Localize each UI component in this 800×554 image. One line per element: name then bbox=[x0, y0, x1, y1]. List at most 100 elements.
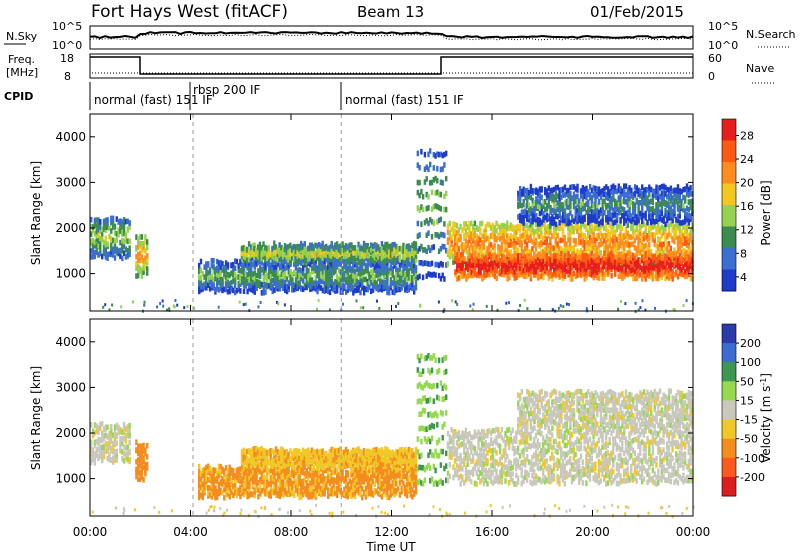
echo-cell bbox=[509, 242, 513, 248]
echo-cell bbox=[522, 236, 525, 242]
echo-cell bbox=[255, 285, 258, 292]
echo-cell bbox=[498, 224, 502, 231]
echo-cell bbox=[253, 289, 256, 295]
echo-cell bbox=[350, 242, 353, 248]
echo-cell bbox=[393, 246, 396, 253]
echo-cell bbox=[110, 248, 113, 255]
echo-cell bbox=[121, 219, 124, 225]
colorbar-segment bbox=[722, 269, 736, 292]
echo-cell bbox=[563, 240, 566, 247]
echo-cell bbox=[384, 281, 387, 287]
echo-cell bbox=[540, 186, 543, 192]
echo-cell bbox=[543, 239, 547, 245]
echo-cell bbox=[346, 273, 350, 280]
echo-cell bbox=[464, 238, 468, 244]
freq-label: Freq. bbox=[8, 53, 35, 66]
echo-cell bbox=[446, 223, 450, 230]
colorbar-tick-label: 28 bbox=[740, 129, 754, 142]
echo-cell bbox=[111, 303, 114, 307]
echo-cell bbox=[473, 220, 477, 227]
echo-cell bbox=[379, 277, 382, 283]
echo-cell bbox=[534, 228, 538, 235]
echo-cell bbox=[300, 268, 303, 274]
echo-cell bbox=[386, 285, 389, 291]
echo-cell bbox=[216, 265, 219, 272]
echo-cell bbox=[439, 231, 443, 238]
echo-cell bbox=[393, 255, 396, 262]
echo-cell bbox=[336, 287, 339, 294]
echo-cell bbox=[276, 274, 280, 280]
echo-cell bbox=[558, 237, 561, 244]
echo-cell bbox=[144, 258, 147, 265]
echo-cell bbox=[312, 284, 316, 291]
echo-cell bbox=[531, 224, 534, 231]
echo-cell bbox=[549, 243, 552, 250]
echo-cell bbox=[224, 278, 228, 285]
echo-cell bbox=[300, 253, 303, 260]
echo-cell bbox=[414, 248, 418, 255]
echo-cell bbox=[414, 280, 418, 286]
echo-cell bbox=[371, 286, 375, 293]
echo-cell bbox=[439, 151, 443, 158]
echo-cell bbox=[101, 235, 104, 241]
echo-cell bbox=[144, 248, 147, 254]
echo-cell bbox=[502, 222, 505, 229]
echo-cell bbox=[529, 229, 532, 235]
echo-cell bbox=[93, 253, 97, 260]
echo-cell bbox=[292, 256, 296, 263]
echo-cell bbox=[95, 223, 98, 229]
echo-cell bbox=[247, 249, 251, 255]
echo-cell bbox=[332, 269, 335, 276]
echo-cell bbox=[359, 259, 362, 265]
echo-cell bbox=[402, 252, 405, 258]
power-ylabel: Slant Range [km] bbox=[29, 161, 43, 265]
echo-cell bbox=[319, 272, 323, 278]
echo-cell bbox=[176, 303, 179, 307]
echo-cell bbox=[336, 278, 339, 285]
echo-cell bbox=[407, 268, 411, 274]
echo-cell bbox=[377, 284, 380, 290]
echo-cell bbox=[228, 281, 231, 287]
echo-cell bbox=[491, 230, 495, 236]
echo-cell bbox=[248, 285, 251, 292]
echo-cell bbox=[488, 240, 491, 247]
echo-cell bbox=[500, 241, 504, 248]
echo-cell bbox=[128, 245, 131, 251]
echo-cell bbox=[207, 270, 210, 276]
echo-cell bbox=[560, 246, 563, 252]
echo-cell bbox=[572, 225, 575, 232]
echo-cell bbox=[249, 244, 253, 250]
echo-cell bbox=[556, 232, 559, 239]
echo-cell bbox=[495, 228, 498, 234]
echo-cell bbox=[210, 280, 213, 286]
echo-cell bbox=[221, 267, 224, 273]
echo-cell bbox=[256, 259, 260, 266]
echo-cell bbox=[102, 250, 106, 256]
echo-cell bbox=[382, 253, 385, 260]
echo-cell bbox=[396, 247, 400, 254]
echo-cell bbox=[463, 221, 466, 227]
echo-cell bbox=[446, 229, 450, 236]
echo-cell bbox=[397, 302, 400, 305]
echo-cell bbox=[454, 250, 457, 256]
echo-cell bbox=[376, 299, 378, 303]
echo-cell bbox=[405, 256, 409, 262]
echo-cell bbox=[437, 205, 441, 211]
echo-cell bbox=[353, 258, 357, 265]
echo-cell bbox=[307, 252, 310, 258]
echo-cell bbox=[287, 286, 290, 293]
echo-cell bbox=[242, 280, 246, 287]
echo-cell bbox=[305, 270, 308, 276]
echo-cell bbox=[405, 243, 409, 250]
echo-cell bbox=[352, 263, 355, 269]
echo-cell bbox=[414, 245, 418, 251]
echo-cell bbox=[339, 269, 342, 275]
echo-cell bbox=[533, 240, 536, 246]
echo-cell bbox=[393, 289, 396, 296]
echo-cell bbox=[551, 244, 554, 251]
echo-cell bbox=[395, 248, 398, 254]
echo-cell bbox=[205, 261, 208, 267]
echo-cell bbox=[398, 264, 402, 271]
echo-cell bbox=[248, 277, 251, 283]
echo-cell bbox=[328, 245, 332, 251]
